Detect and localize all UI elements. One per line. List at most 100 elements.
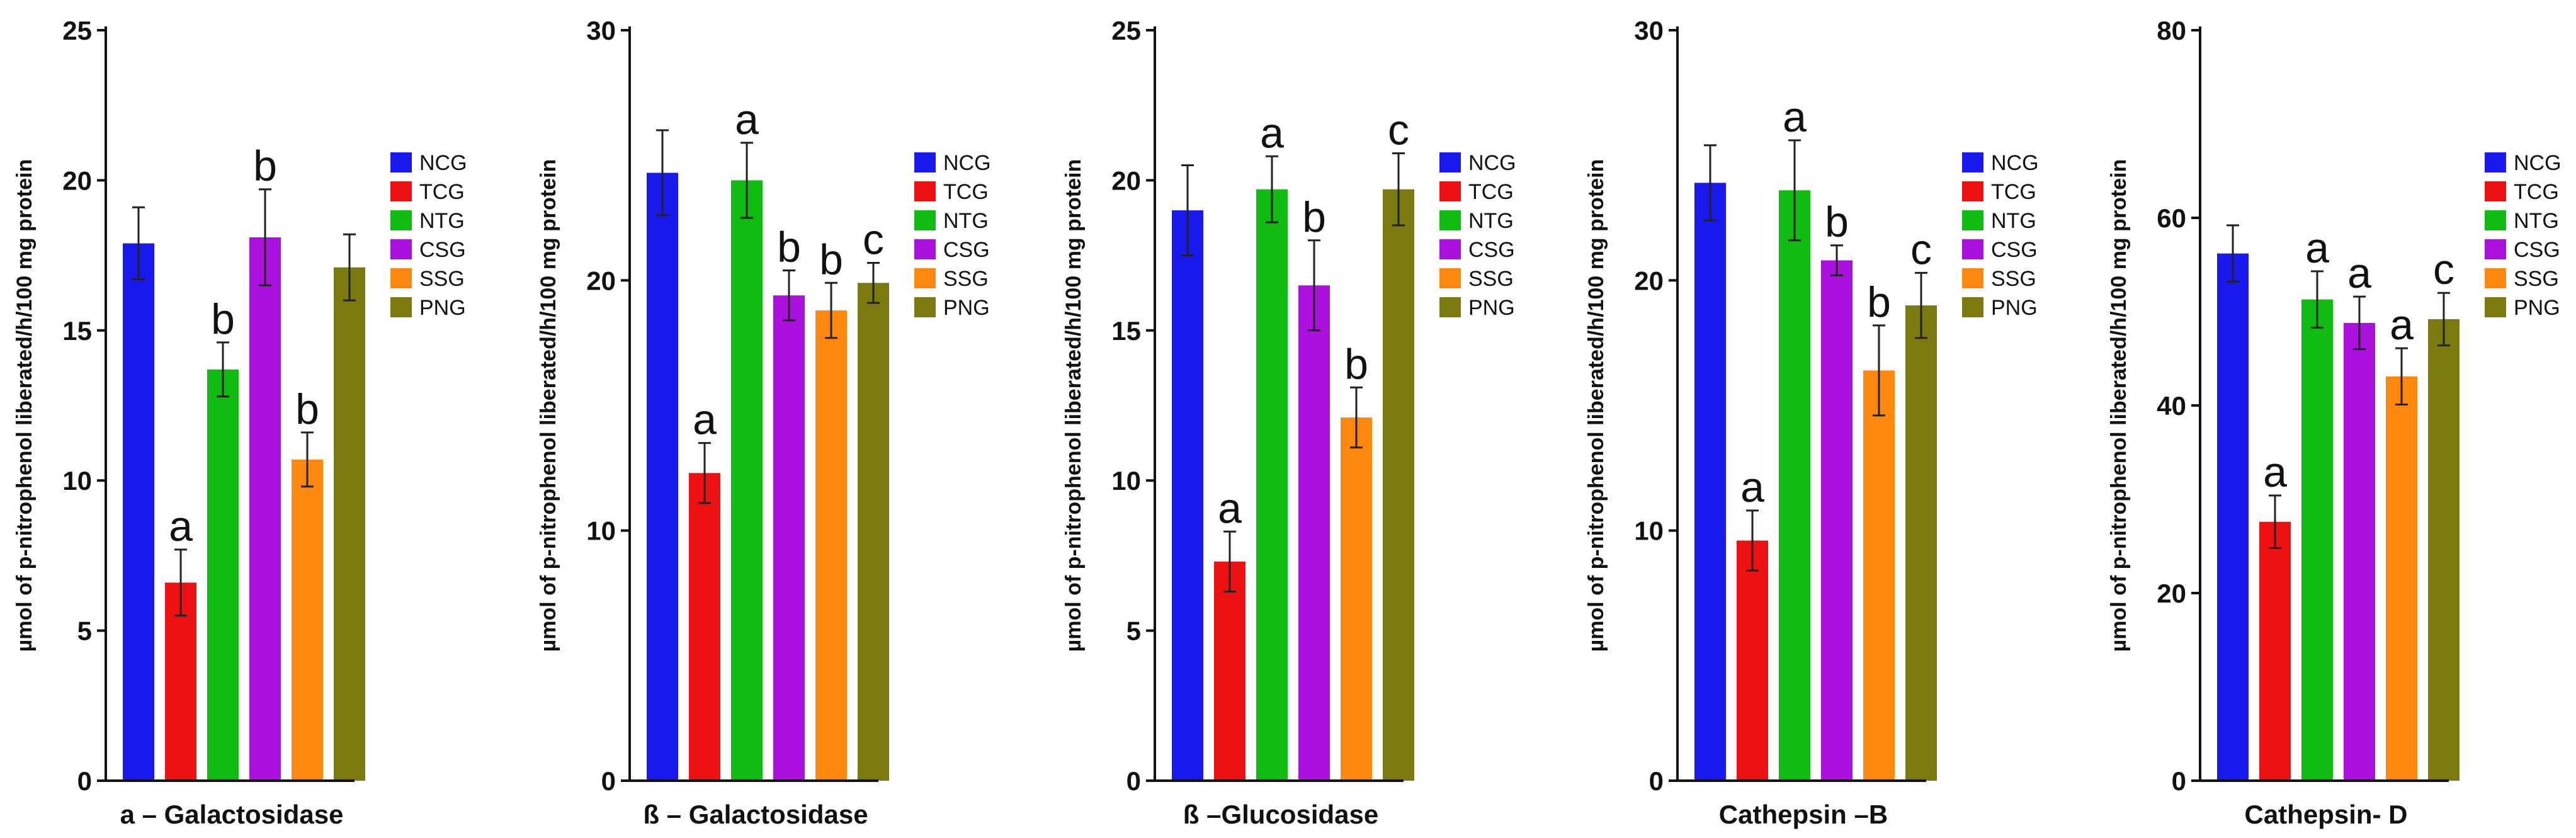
legend-swatch-ntg xyxy=(914,210,936,230)
bar-ntg xyxy=(2301,299,2333,781)
legend-swatch-ntg xyxy=(390,210,412,230)
significance-letter: a xyxy=(1260,109,1284,157)
legend-label-tcg: TCG xyxy=(943,180,989,204)
y-tick-label: 30 xyxy=(586,16,616,45)
y-tick-label: 60 xyxy=(2157,203,2186,233)
y-tick-label: 30 xyxy=(1634,16,1664,45)
significance-letter: b xyxy=(1825,198,1849,246)
significance-letter: a xyxy=(2263,448,2287,496)
error-bar-ntg xyxy=(1788,139,1801,242)
bar-ncg xyxy=(2217,253,2249,781)
legend-swatch-csg xyxy=(1962,239,1983,259)
y-tick-label: 10 xyxy=(1634,516,1664,546)
x-axis-title: Cathepsin- D xyxy=(2244,800,2407,829)
legend: NCG TCG NTG CSG SSG PNG xyxy=(2485,151,2562,320)
significance-letter: b xyxy=(295,385,319,433)
y-tick-label: 25 xyxy=(62,16,92,45)
significance-letter: b xyxy=(253,142,277,190)
legend-swatch-png xyxy=(914,297,936,317)
legend-label-png: PNG xyxy=(2514,296,2560,320)
legend-swatch-png xyxy=(390,297,412,317)
legend: NCG TCG NTG CSG SSG PNG xyxy=(390,151,467,320)
legend-swatch-tcg xyxy=(914,181,936,201)
error-bar-ssg xyxy=(301,431,314,488)
bar-ncg xyxy=(647,173,678,781)
error-bar-csg xyxy=(1830,244,1843,276)
bar-ntg xyxy=(1256,189,1288,781)
error-bar-ncg xyxy=(1704,144,1716,222)
error-bar-csg xyxy=(783,269,795,322)
y-tick-label: 5 xyxy=(1126,616,1141,646)
error-bar-ncg xyxy=(656,129,669,217)
legend: NCG TCG NTG CSG SSG PNG xyxy=(1962,151,2039,320)
legend-swatch-ncg xyxy=(914,152,936,173)
legend-label-ncg: NCG xyxy=(2514,151,2562,175)
significance-letter: c xyxy=(1388,106,1409,154)
legend-label-ncg: NCG xyxy=(419,151,467,175)
legend-label-ssg: SSG xyxy=(2514,267,2559,291)
bar-png xyxy=(2428,319,2460,781)
y-tick-label: 0 xyxy=(1126,766,1141,796)
error-bar-png xyxy=(1392,152,1405,227)
legend-swatch-ssg xyxy=(914,268,936,288)
bar-csg xyxy=(1821,260,1853,781)
significance-letter: a xyxy=(1218,484,1242,532)
y-tick-label: 40 xyxy=(2157,391,2186,421)
significance-letter: c xyxy=(2433,246,2454,293)
error-bar-png xyxy=(867,262,880,304)
x-axis-title: ß – Galactosidase xyxy=(643,800,868,829)
bar-ssg xyxy=(1863,370,1895,781)
legend-label-tcg: TCG xyxy=(1468,180,1514,204)
legend-label-tcg: TCG xyxy=(1991,180,2036,204)
legend-label-ntg: NTG xyxy=(1991,209,2036,233)
y-tick-label: 5 xyxy=(77,616,92,646)
legend-label-ssg: SSG xyxy=(1468,267,1514,291)
y-tick-label: 10 xyxy=(62,466,92,495)
legend-label-csg: CSG xyxy=(2514,238,2560,262)
significance-letter: c xyxy=(1910,225,1932,273)
y-axis-title: µmol of p-nitrophenol liberated/h/100 mg… xyxy=(2107,159,2131,652)
significance-letter: b xyxy=(1867,278,1891,326)
bar-ssg xyxy=(815,310,847,781)
error-bar-png xyxy=(1915,271,1927,339)
error-bar-tcg xyxy=(1223,530,1236,593)
legend-label-tcg: TCG xyxy=(2514,180,2559,204)
significance-letter: a xyxy=(1783,93,1807,141)
error-bar-ssg xyxy=(825,281,837,339)
error-bar-tcg xyxy=(698,442,711,504)
y-tick-label: 0 xyxy=(77,766,92,796)
significance-letter: b xyxy=(1344,340,1368,388)
legend-label-png: PNG xyxy=(1991,296,2038,320)
legend-label-csg: CSG xyxy=(1991,238,2038,262)
legend-label-tcg: TCG xyxy=(419,180,465,204)
legend-swatch-csg xyxy=(390,239,412,259)
significance-letter: a xyxy=(2390,301,2414,349)
legend-swatch-ntg xyxy=(2485,210,2506,230)
error-bar-ssg xyxy=(1873,324,1885,417)
error-bar-ntg xyxy=(2311,270,2324,329)
legend-label-png: PNG xyxy=(1468,296,1515,320)
bar-tcg xyxy=(2259,521,2291,781)
y-tick-label: 80 xyxy=(2157,16,2186,45)
error-bar-csg xyxy=(2353,295,2366,351)
legend-label-ssg: SSG xyxy=(943,267,989,291)
legend-swatch-csg xyxy=(1439,239,1461,259)
error-bar-csg xyxy=(1308,239,1320,332)
legend-label-png: PNG xyxy=(943,296,990,320)
bar-csg xyxy=(2344,322,2375,781)
error-bar-tcg xyxy=(2269,494,2281,549)
error-bar-tcg xyxy=(1746,509,1759,572)
legend-label-ntg: NTG xyxy=(419,209,465,233)
bar-tcg xyxy=(1214,561,1245,781)
x-axis-title: a – Galactosidase xyxy=(120,800,344,829)
error-bar-csg xyxy=(259,188,271,286)
y-axis-title: µmol of p-nitrophenol liberated/h/100 mg… xyxy=(536,159,560,652)
error-bar-ntg xyxy=(740,142,753,219)
legend-label-ntg: NTG xyxy=(1468,209,1514,233)
legend-label-png: PNG xyxy=(419,296,466,320)
significance-letter: a xyxy=(1740,463,1764,511)
y-tick-label: 20 xyxy=(1634,266,1664,295)
legend-swatch-ssg xyxy=(2485,268,2506,288)
y-axis-title: µmol of p-nitrophenol liberated/h/100 mg… xyxy=(13,159,37,652)
